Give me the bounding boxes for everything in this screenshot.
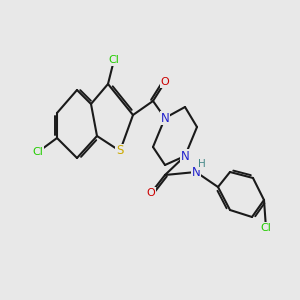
Text: H: H [198,159,206,169]
Text: S: S [116,145,124,158]
Text: Cl: Cl [261,223,272,233]
Text: O: O [160,77,169,87]
Text: Cl: Cl [109,55,119,65]
Text: Cl: Cl [33,147,44,157]
Text: N: N [181,149,189,163]
Text: N: N [192,166,200,178]
Text: O: O [147,188,155,198]
Text: N: N [160,112,169,124]
